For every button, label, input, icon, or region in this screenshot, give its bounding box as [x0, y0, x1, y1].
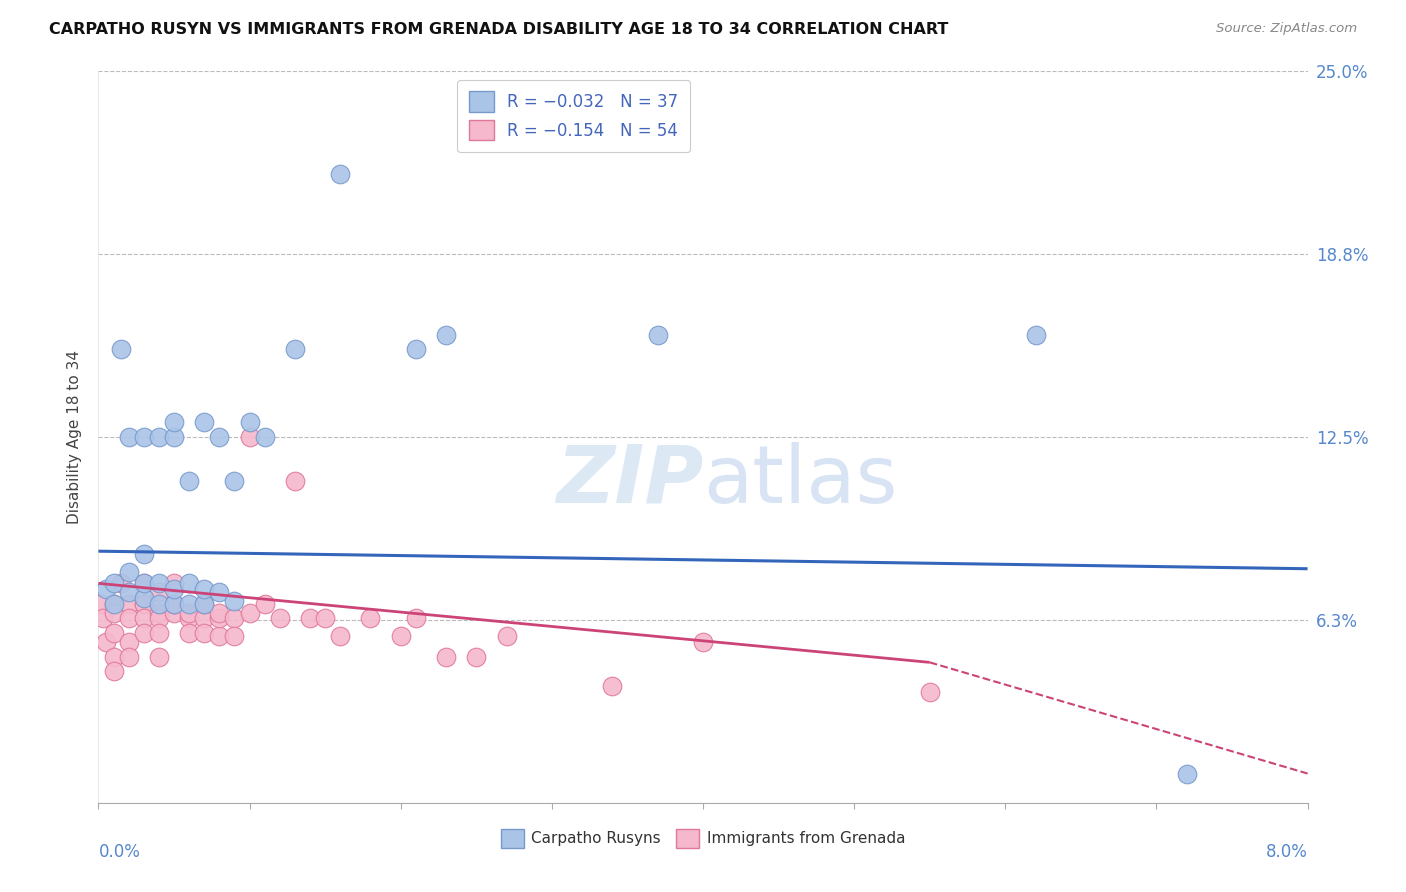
Point: [224, 611, 246, 625]
Point: [148, 626, 170, 640]
Point: [1025, 327, 1047, 342]
Point: [329, 629, 352, 643]
Point: [692, 635, 714, 649]
Point: [132, 597, 155, 611]
Text: Source: ZipAtlas.com: Source: ZipAtlas.com: [1216, 22, 1357, 36]
Point: [148, 606, 170, 620]
Point: [224, 594, 246, 608]
Point: [193, 597, 215, 611]
Point: [118, 649, 141, 664]
Point: [208, 585, 231, 599]
Point: [132, 547, 155, 561]
Point: [495, 629, 517, 643]
Point: [465, 649, 488, 664]
Point: [103, 649, 125, 664]
Point: [405, 611, 427, 625]
Point: [163, 430, 186, 444]
Point: [103, 606, 125, 620]
Point: [602, 679, 624, 693]
Point: [360, 611, 382, 625]
Point: [110, 343, 132, 357]
Y-axis label: Disability Age 18 to 34: Disability Age 18 to 34: [67, 350, 83, 524]
Point: [179, 474, 201, 488]
Point: [193, 416, 215, 430]
Point: [918, 684, 941, 698]
Point: [163, 416, 186, 430]
Point: [647, 327, 669, 342]
Point: [132, 576, 155, 591]
Point: [103, 597, 125, 611]
Point: [314, 611, 336, 625]
Point: [299, 611, 322, 625]
Point: [118, 611, 141, 625]
Text: 8.0%: 8.0%: [1265, 843, 1308, 861]
Point: [179, 611, 201, 625]
Point: [193, 626, 215, 640]
Point: [163, 597, 186, 611]
Point: [405, 343, 427, 357]
Point: [434, 327, 457, 342]
Point: [163, 606, 186, 620]
Point: [118, 585, 141, 599]
Text: CARPATHO RUSYN VS IMMIGRANTS FROM GRENADA DISABILITY AGE 18 TO 34 CORRELATION CH: CARPATHO RUSYN VS IMMIGRANTS FROM GRENAD…: [49, 22, 949, 37]
Point: [179, 576, 201, 591]
Point: [253, 430, 276, 444]
Point: [284, 474, 307, 488]
Point: [118, 430, 141, 444]
Point: [179, 606, 201, 620]
Point: [148, 585, 170, 599]
Point: [179, 597, 201, 611]
Point: [148, 649, 170, 664]
Text: ZIP: ZIP: [555, 442, 703, 520]
Point: [239, 606, 262, 620]
Point: [269, 611, 291, 625]
Point: [224, 629, 246, 643]
Point: [193, 611, 215, 625]
Point: [94, 582, 117, 597]
Point: [284, 343, 307, 357]
Point: [193, 582, 215, 597]
Point: [103, 664, 125, 678]
Point: [1175, 766, 1198, 780]
Point: [163, 597, 186, 611]
Point: [118, 565, 141, 579]
Point: [103, 576, 125, 591]
Point: [329, 167, 352, 181]
Point: [148, 430, 170, 444]
Point: [208, 611, 231, 625]
Point: [148, 597, 170, 611]
Point: [239, 416, 262, 430]
Point: [132, 591, 155, 605]
Point: [179, 626, 201, 640]
Point: [193, 597, 215, 611]
Point: [208, 430, 231, 444]
Point: [118, 635, 141, 649]
Point: [91, 611, 114, 625]
Text: 0.0%: 0.0%: [98, 843, 141, 861]
Point: [132, 597, 155, 611]
Point: [90, 597, 112, 611]
Point: [118, 597, 141, 611]
Point: [148, 611, 170, 625]
Text: atlas: atlas: [703, 442, 897, 520]
Point: [253, 597, 276, 611]
Point: [132, 576, 155, 591]
Point: [239, 430, 262, 444]
Point: [110, 576, 132, 591]
Point: [208, 606, 231, 620]
Point: [389, 629, 412, 643]
Point: [224, 474, 246, 488]
Point: [103, 597, 125, 611]
Point: [132, 611, 155, 625]
Point: [94, 635, 117, 649]
Point: [208, 629, 231, 643]
Point: [132, 626, 155, 640]
Point: [163, 576, 186, 591]
Point: [434, 649, 457, 664]
Legend: Carpatho Rusyns, Immigrants from Grenada: Carpatho Rusyns, Immigrants from Grenada: [495, 822, 911, 854]
Point: [132, 430, 155, 444]
Point: [148, 576, 170, 591]
Point: [163, 582, 186, 597]
Point: [103, 626, 125, 640]
